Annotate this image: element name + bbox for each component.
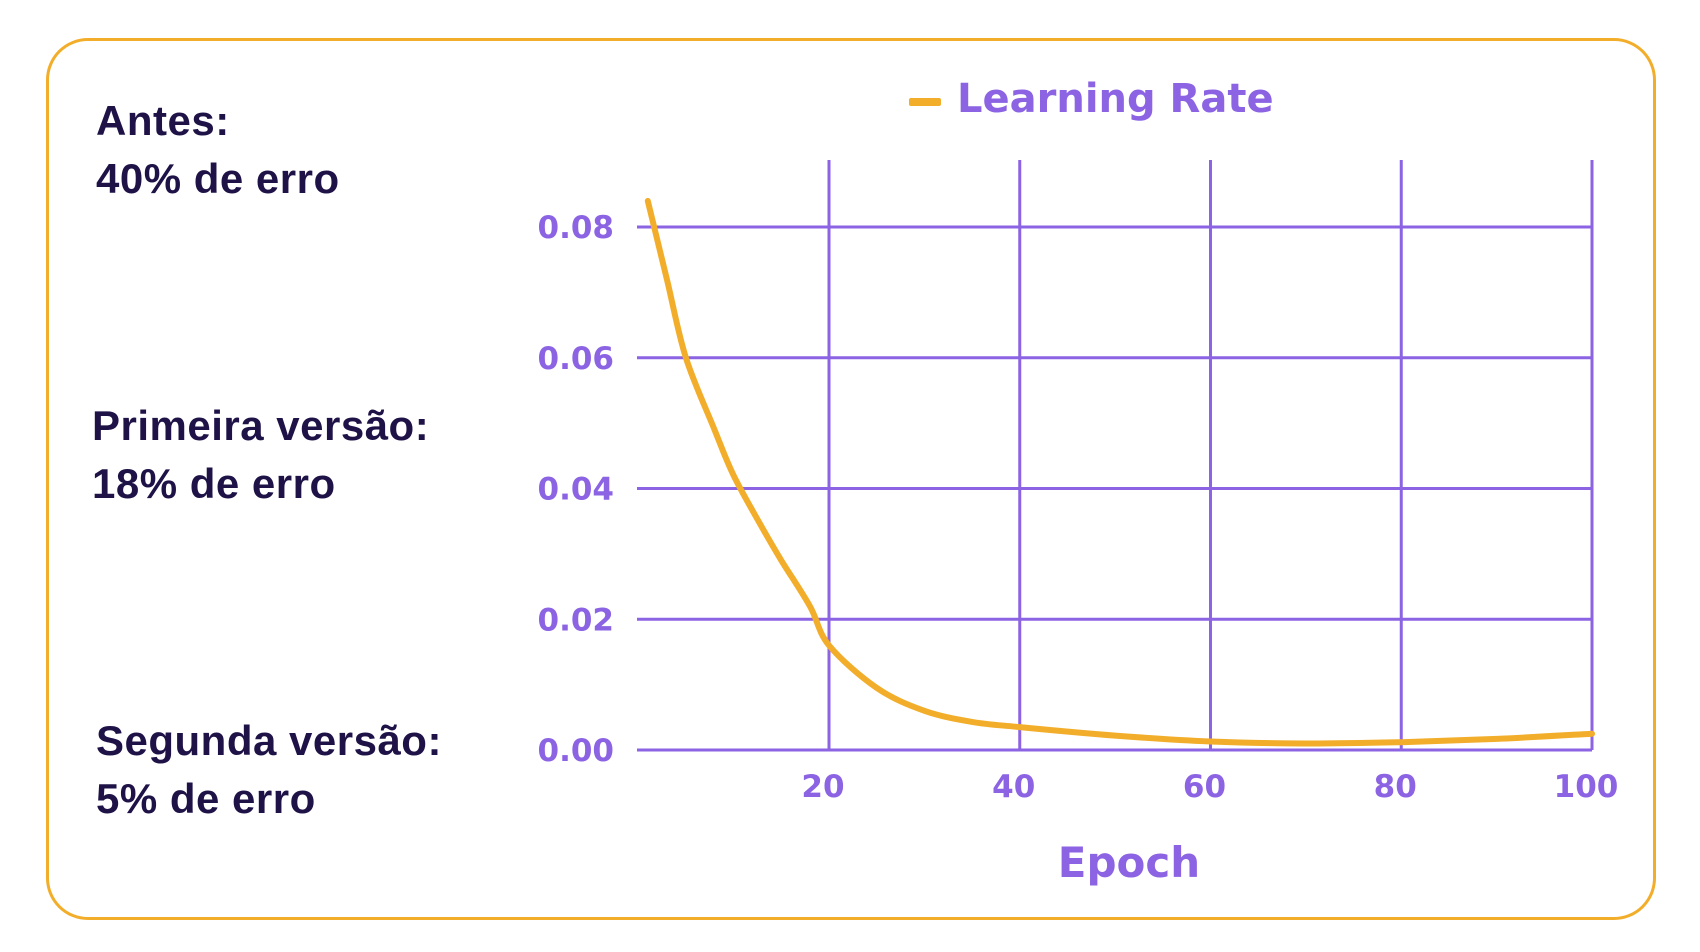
stat-before-value: 40% de erro	[96, 155, 340, 202]
y-axis-ticks: 0.00 0.02 0.04 0.06 0.08	[538, 210, 615, 769]
stat-second-version: Segunda versão: 5% de erro	[96, 712, 442, 828]
y-tick-label: 0.08	[538, 210, 615, 246]
legend-swatch	[909, 98, 941, 106]
stat-second-version-value: 5% de erro	[96, 775, 316, 822]
card-frame	[46, 38, 1656, 920]
stat-before: Antes: 40% de erro	[96, 92, 340, 208]
grid	[637, 160, 1594, 752]
y-tick-label: 0.04	[538, 472, 615, 508]
stat-second-version-label: Segunda versão:	[96, 717, 442, 764]
stat-first-version-value: 18% de erro	[92, 460, 336, 507]
legend-label: Learning Rate	[957, 76, 1274, 122]
x-axis-ticks: 20 40 60 80 100	[801, 769, 1618, 805]
x-tick-label: 60	[1183, 769, 1226, 805]
x-tick-label: 100	[1554, 769, 1619, 805]
legend: Learning Rate	[909, 76, 1274, 122]
x-axis-title: Epoch	[1058, 838, 1200, 887]
y-tick-label: 0.02	[538, 602, 615, 638]
y-tick-label: 0.06	[538, 341, 615, 377]
series-line-learning-rate	[644, 197, 1595, 747]
y-tick-label: 0.00	[538, 733, 615, 769]
x-tick-label: 40	[992, 769, 1035, 805]
stat-first-version: Primeira versão: 18% de erro	[92, 397, 429, 513]
stat-first-version-label: Primeira versão:	[92, 402, 430, 449]
stat-before-label: Antes:	[96, 97, 230, 144]
series-layer	[644, 197, 1595, 747]
x-tick-label: 20	[801, 769, 844, 805]
x-tick-label: 80	[1374, 769, 1417, 805]
